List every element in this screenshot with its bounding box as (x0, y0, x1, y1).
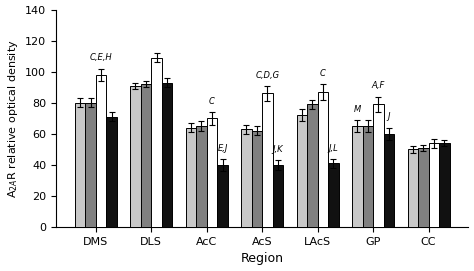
Bar (106, 117, 117, 227)
Bar (383, 134, 394, 227)
Bar (207, 118, 217, 227)
Bar (352, 126, 363, 227)
Bar (96, 75, 106, 227)
Bar (262, 93, 273, 227)
Bar (217, 165, 228, 227)
Text: J: J (388, 112, 390, 121)
Bar (151, 58, 162, 227)
Text: M: M (354, 105, 361, 114)
Bar (130, 86, 141, 227)
Bar (297, 115, 307, 227)
Bar (439, 143, 450, 227)
Bar (373, 104, 383, 227)
Text: C: C (209, 97, 215, 106)
Text: C: C (320, 69, 326, 78)
Bar (85, 103, 96, 227)
Bar (363, 126, 373, 227)
Bar (252, 131, 262, 227)
Bar (428, 143, 439, 227)
Bar (328, 163, 339, 227)
Text: A,F: A,F (372, 81, 385, 91)
Text: C,D,G: C,D,G (255, 70, 280, 79)
Bar (75, 103, 85, 227)
Bar (273, 165, 283, 227)
Bar (162, 83, 173, 227)
Bar (408, 149, 418, 227)
Bar (186, 128, 196, 227)
X-axis label: Region: Region (241, 253, 284, 265)
Text: J,L: J,L (328, 144, 338, 153)
Text: E,J: E,J (218, 144, 228, 153)
Text: J,K: J,K (273, 145, 283, 154)
Bar (241, 129, 252, 227)
Y-axis label: A$_{2A}$R relative optical density: A$_{2A}$R relative optical density (6, 39, 19, 198)
Text: C,E,H: C,E,H (90, 53, 112, 62)
Bar (307, 104, 318, 227)
Bar (318, 92, 328, 227)
Bar (141, 84, 151, 227)
Bar (418, 148, 428, 227)
Bar (196, 126, 207, 227)
